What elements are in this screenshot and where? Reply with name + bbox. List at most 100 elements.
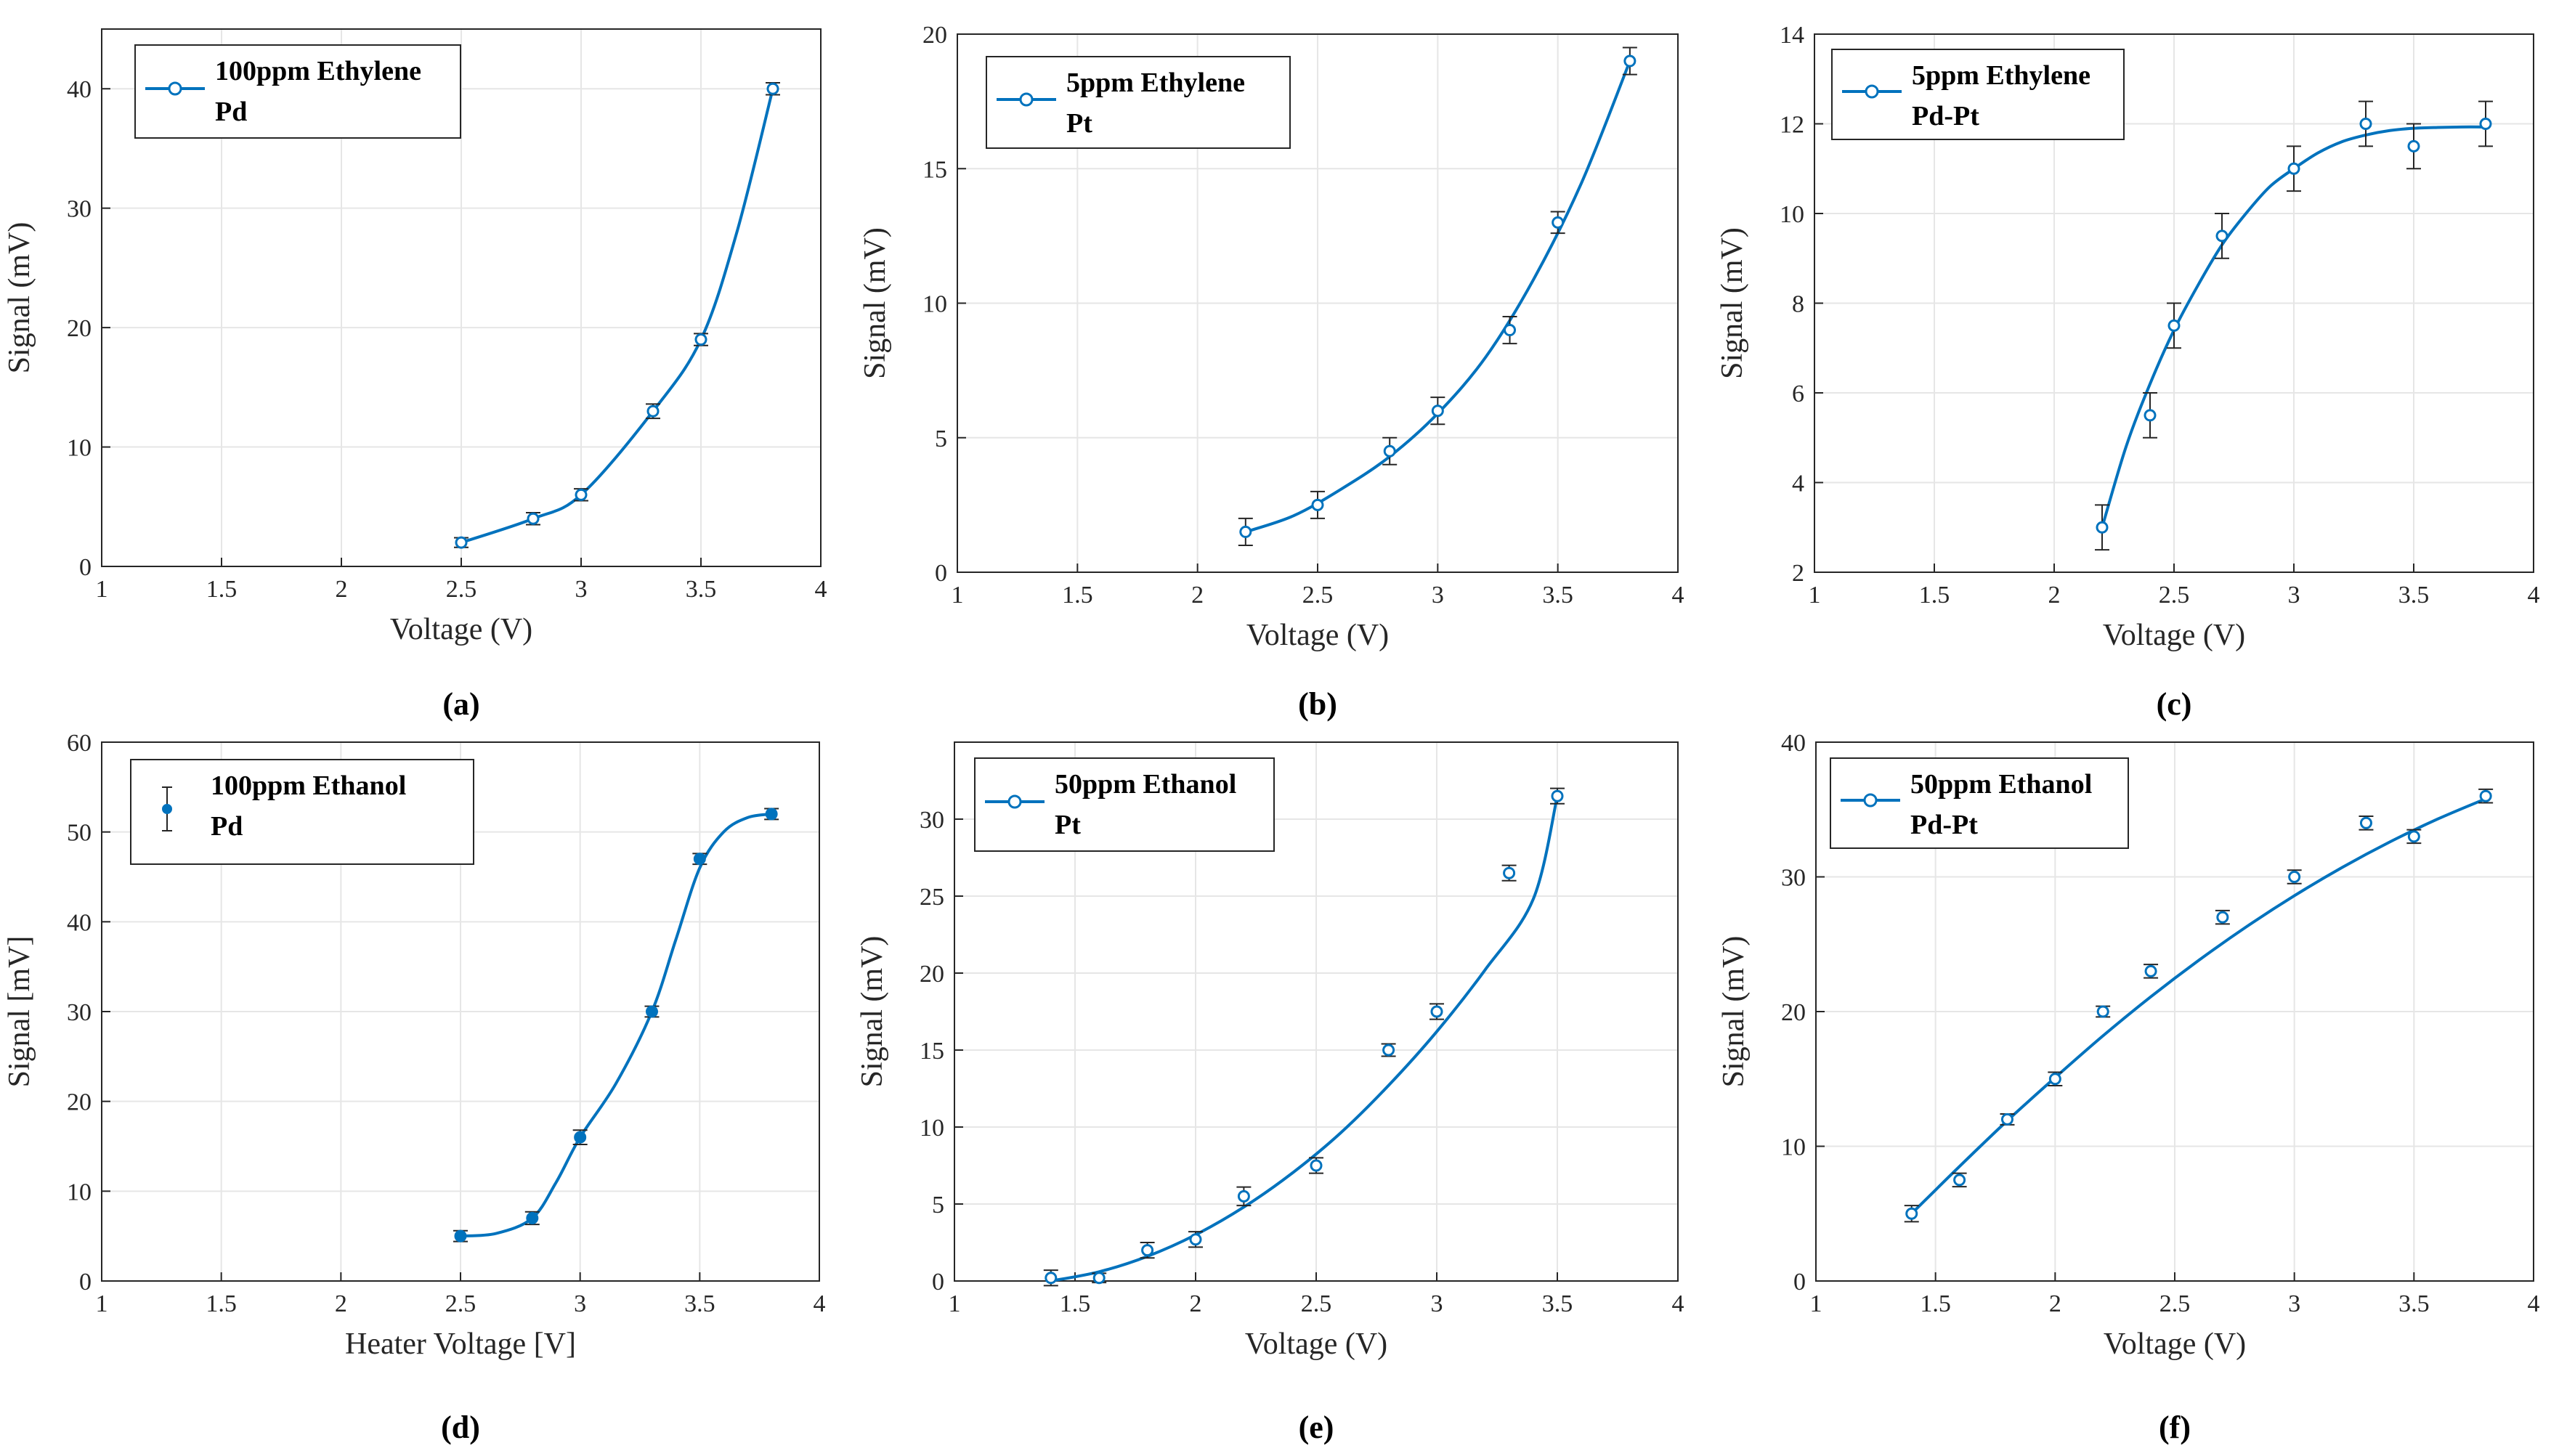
x-tick-label: 3.5: [686, 576, 717, 603]
x-tick-label: 2.5: [446, 576, 477, 603]
y-tick-label: 10: [1780, 201, 1804, 228]
data-point: [646, 404, 660, 418]
data-point: [1431, 404, 1444, 418]
y-tick-label: 20: [922, 22, 947, 49]
legend-box: [1830, 757, 2129, 849]
panel-caption: (e): [1299, 1410, 1334, 1445]
data-point: [2287, 162, 2300, 175]
x-axis-label: Voltage (V): [1246, 619, 1389, 652]
legend-marker: [168, 81, 182, 96]
y-tick-label: 10: [920, 1115, 944, 1142]
x-tick-label: 1.5: [1062, 582, 1093, 609]
x-tick-label: 2: [335, 1290, 347, 1317]
legend-label: Pd: [215, 97, 247, 127]
data-point: [574, 1131, 587, 1144]
fit-curve: [1050, 795, 1559, 1282]
x-tick-label: 1: [949, 1290, 961, 1317]
y-tick-label: 5: [935, 426, 947, 452]
x-tick-label: 1: [96, 1290, 108, 1317]
y-tick-label: 60: [67, 730, 92, 757]
y-tick-label: 20: [67, 1089, 92, 1116]
x-tick-label: 1.5: [206, 576, 238, 603]
y-tick-label: 40: [1781, 730, 1806, 757]
x-axis-label: Voltage (V): [390, 613, 532, 646]
data-point: [2096, 521, 2109, 534]
x-tick-label: 2.5: [2159, 1290, 2191, 1317]
legend-label: 5ppm Ethylene: [1066, 68, 1245, 98]
data-point: [2215, 229, 2228, 243]
y-tick-label: 10: [922, 291, 947, 318]
y-axis-label: Signal (mV): [856, 936, 889, 1088]
data-point: [2048, 1073, 2061, 1086]
data-point: [1189, 1233, 1202, 1246]
data-point: [2144, 409, 2157, 422]
data-point: [455, 536, 468, 549]
x-tick-label: 1: [1810, 1290, 1822, 1317]
data-point: [575, 488, 588, 501]
legend-label: 5ppm Ethylene: [1912, 60, 2090, 91]
y-tick-label: 4: [1792, 471, 1804, 497]
data-point: [1141, 1244, 1154, 1257]
x-axis-label: Voltage (V): [2103, 619, 2245, 652]
x-tick-label: 1: [1809, 582, 1821, 609]
x-tick-label: 2: [2049, 1290, 2061, 1317]
x-tick-label: 4: [1672, 582, 1684, 609]
x-tick-label: 3.5: [1542, 1290, 1573, 1317]
x-tick-label: 1: [952, 582, 964, 609]
x-tick-label: 3.5: [684, 1290, 715, 1317]
y-tick-label: 20: [920, 961, 944, 988]
x-tick-label: 4: [815, 576, 827, 603]
y-tick-label: 0: [79, 1269, 92, 1296]
y-tick-label: 0: [79, 554, 92, 581]
y-tick-label: 14: [1780, 22, 1804, 49]
fit-curve: [1910, 797, 2486, 1215]
x-tick-label: 1.5: [1060, 1290, 1091, 1317]
data-point: [1045, 1272, 1058, 1285]
data-point: [526, 1211, 539, 1224]
legend-marker: [1865, 84, 1879, 99]
panel-caption: (f): [2159, 1410, 2191, 1445]
x-tick-label: 4: [814, 1290, 826, 1317]
y-tick-label: 30: [67, 196, 92, 223]
data-point: [765, 808, 778, 821]
legend-marker: [1863, 793, 1878, 808]
x-tick-label: 2: [1190, 1290, 1202, 1317]
panel-caption: (c): [2157, 686, 2192, 722]
x-tick-label: 3.5: [2398, 1290, 2430, 1317]
data-point: [2000, 1113, 2013, 1126]
legend-box: [986, 56, 1291, 149]
legend-box: [130, 759, 474, 865]
data-point: [1552, 216, 1565, 229]
legend-label: Pd-Pt: [1912, 101, 1979, 131]
data-point: [2407, 139, 2420, 152]
x-tick-label: 3: [2288, 582, 2300, 609]
data-point: [1503, 866, 1516, 879]
data-point: [1504, 324, 1517, 337]
x-tick-label: 1.5: [1920, 1290, 1951, 1317]
data-point: [1311, 498, 1324, 511]
fit-curve: [2101, 125, 2486, 528]
y-tick-label: 40: [67, 909, 92, 936]
x-axis-label: Voltage (V): [2104, 1327, 2246, 1361]
x-axis-label: Voltage (V): [1245, 1327, 1387, 1361]
data-point: [1237, 1189, 1250, 1203]
x-tick-label: 2.5: [445, 1290, 476, 1317]
y-tick-label: 2: [1792, 560, 1804, 587]
y-tick-label: 25: [920, 884, 944, 911]
x-tick-label: 2: [2048, 582, 2061, 609]
x-axis-label: Heater Voltage [V]: [345, 1327, 576, 1361]
data-point: [645, 1005, 658, 1018]
x-tick-label: 1: [96, 576, 108, 603]
panel-c: 1 1.5 2 2.5 3 3.5 4 2 4 6 8 10 12 14 Voltage (V) Signal…: [1716, 22, 2540, 722]
x-tick-label: 1.5: [206, 1290, 237, 1317]
y-tick-label: 10: [67, 1179, 92, 1205]
y-tick-label: 20: [67, 315, 92, 342]
x-tick-label: 4: [2528, 582, 2540, 609]
y-tick-label: 8: [1792, 291, 1804, 318]
legend-label: Pt: [1055, 810, 1081, 840]
y-tick-label: 20: [1781, 999, 1806, 1026]
